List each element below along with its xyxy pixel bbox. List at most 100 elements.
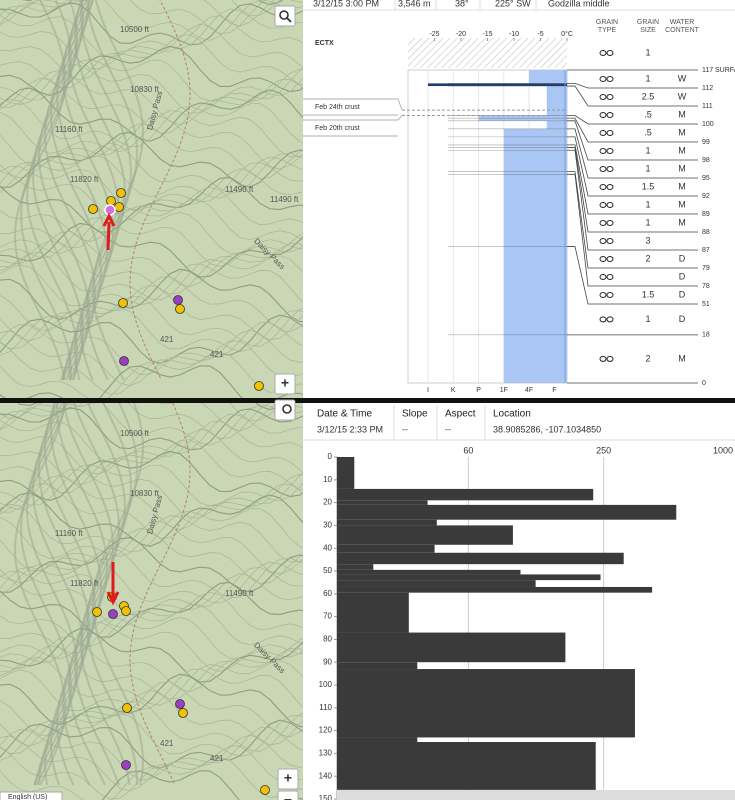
map-label: 11160 ft	[55, 125, 84, 134]
observation-marker[interactable]	[88, 204, 98, 214]
observation-marker[interactable]	[175, 699, 185, 709]
bar	[337, 574, 601, 581]
map-button-label: +	[281, 375, 289, 391]
map-label: 11820 ft	[70, 175, 99, 184]
water-content: M	[678, 217, 686, 227]
depth-label: 18	[702, 332, 710, 339]
bar	[337, 632, 566, 663]
grain-size: 1	[645, 73, 650, 83]
contour	[0, 591, 303, 647]
y-tick-label: 10	[323, 475, 332, 484]
observation-marker[interactable]	[175, 304, 185, 314]
map-top[interactable]	[0, 0, 303, 398]
contour	[0, 168, 303, 223]
grain-icon	[599, 256, 607, 262]
grain-size: 1	[645, 145, 650, 155]
column-header: WATER CONTENT	[665, 19, 700, 34]
observation-marker[interactable]	[121, 760, 131, 770]
bar	[337, 544, 435, 553]
grain-size: 2	[645, 353, 650, 363]
depth-label: 95	[702, 175, 710, 182]
contour	[0, 673, 303, 728]
map-label: 11490 ft	[270, 195, 299, 204]
map-label: 11820 ft	[70, 579, 99, 588]
grain-size: 1.5	[642, 181, 655, 191]
bar	[337, 742, 596, 790]
observation-marker[interactable]	[114, 202, 124, 212]
grain-size: 2	[645, 253, 650, 263]
contour	[0, 0, 303, 41]
depth-leader	[567, 82, 698, 89]
header-value: 3,546 m	[398, 0, 431, 8]
bar	[337, 488, 594, 501]
contour	[0, 186, 303, 242]
y-tick-label: 120	[319, 726, 333, 735]
y-tick-label: 30	[323, 521, 332, 530]
map-button[interactable]	[274, 399, 296, 421]
depth-label: 99	[702, 139, 710, 146]
grain-icon	[606, 166, 614, 172]
x-tick-label: 60	[463, 445, 473, 455]
grain-icon	[606, 292, 614, 298]
grain-size: 2.5	[642, 91, 655, 101]
y-tick-label: 150	[319, 794, 333, 800]
depth-label: 51	[702, 301, 710, 308]
observation-marker[interactable]	[108, 609, 118, 619]
header-label: Location	[493, 409, 531, 420]
contour	[0, 307, 303, 356]
contour	[0, 199, 303, 249]
map-button[interactable]	[274, 5, 296, 27]
depth-label: 100	[702, 121, 714, 128]
grain-size: .5	[644, 109, 652, 119]
observation-marker[interactable]	[92, 607, 102, 617]
header-value: 38°	[455, 0, 469, 8]
observation-marker[interactable]	[121, 606, 131, 616]
observation-marker[interactable]	[116, 188, 126, 198]
grain-icon	[599, 220, 607, 226]
contour	[0, 403, 303, 446]
header-value: --	[445, 424, 451, 434]
temperature-tick-label: -20	[456, 31, 466, 38]
water-content: M	[678, 163, 686, 173]
contour	[0, 8, 303, 58]
depth-leader	[567, 85, 698, 107]
y-tick-label: 110	[319, 703, 332, 712]
header-value: --	[402, 424, 408, 434]
observation-marker[interactable]	[106, 196, 116, 206]
contour	[0, 712, 303, 761]
search-icon	[282, 404, 292, 414]
hardness-tick-label: I	[427, 387, 429, 394]
hardness-tick-label: F	[552, 387, 556, 394]
observation-marker[interactable]	[254, 381, 264, 391]
language-selector[interactable]	[0, 791, 63, 800]
observation-marker[interactable]	[104, 204, 116, 216]
observation-marker[interactable]	[173, 295, 183, 305]
contour	[0, 77, 303, 134]
grain-icon	[606, 355, 614, 362]
contour	[0, 473, 303, 530]
map-button[interactable]	[277, 768, 299, 790]
grain-size: 1.5	[642, 289, 655, 299]
observation-marker[interactable]	[122, 703, 132, 713]
bar	[337, 500, 428, 505]
contour	[0, 582, 303, 638]
observation-marker[interactable]	[260, 785, 270, 795]
header-label: Slope	[402, 409, 428, 420]
contour	[0, 403, 284, 421]
hardness-layer	[503, 128, 567, 383]
map-button[interactable]	[277, 790, 299, 800]
grain-icon	[599, 130, 607, 136]
ridge-shade	[91, 403, 145, 786]
observation-marker[interactable]	[118, 298, 128, 308]
map-label: 421	[160, 335, 174, 344]
observation-marker[interactable]	[178, 708, 188, 718]
water-content: W	[678, 91, 687, 101]
depth-leader	[567, 136, 698, 197]
map-button[interactable]	[274, 373, 296, 395]
contour	[0, 719, 303, 769]
water-content: W	[678, 73, 687, 83]
contour	[0, 635, 303, 693]
observation-marker[interactable]	[119, 356, 129, 366]
